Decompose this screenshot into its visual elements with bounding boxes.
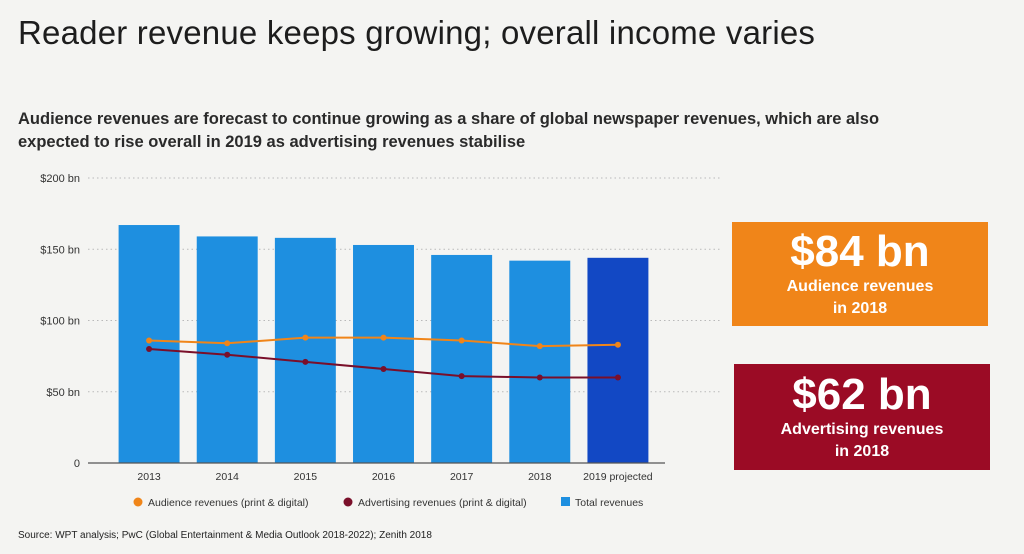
x-tick-label: 2014 — [216, 471, 240, 483]
audience-revenue-point — [536, 343, 543, 350]
legend-advertising-marker — [343, 497, 353, 507]
y-tick-label: $200 bn — [40, 173, 80, 185]
audience-revenue-point — [224, 340, 231, 347]
advertising-revenue-point — [302, 358, 309, 365]
advertising-revenue-point — [536, 374, 543, 381]
total-revenue-bar — [196, 236, 258, 463]
legend-audience-label: Audience revenues (print & digital) — [148, 497, 309, 509]
x-tick-label: 2015 — [294, 471, 318, 483]
audience-callout-label: Audience revenues — [786, 278, 934, 295]
audience-callout-value: $84 bn — [790, 227, 930, 276]
slide-subtitle: Audience revenues are forecast to contin… — [18, 108, 1018, 154]
audience-revenue-point — [302, 334, 309, 341]
total-revenue-bar — [587, 257, 649, 463]
advertising-revenue-point — [614, 374, 621, 381]
audience-revenue-point — [614, 341, 621, 348]
subtitle-line-2: expected to rise overall in 2019 as adve… — [18, 133, 526, 151]
x-tick-label: 2017 — [450, 471, 474, 483]
total-revenue-bar — [274, 237, 336, 463]
x-tick-label: 2019 projected — [583, 471, 653, 483]
advertising-revenue-point — [146, 346, 153, 352]
y-tick-label: 0 — [74, 458, 80, 470]
x-tick-label: 2018 — [528, 471, 552, 483]
advertising-revenue-point — [380, 365, 387, 372]
advertising-callout-label: Advertising revenues — [780, 421, 944, 438]
audience-revenue-callout: $84 bn Audience revenues in 2018 — [732, 222, 988, 326]
audience-revenue-point — [146, 337, 153, 344]
advertising-callout-value: $62 bn — [792, 370, 932, 419]
audience-revenue-point — [458, 337, 465, 344]
total-revenue-bar — [509, 260, 571, 463]
subtitle-line-1: Audience revenues are forecast to contin… — [18, 110, 880, 128]
advertising-callout-year: in 2018 — [834, 443, 890, 460]
y-tick-label: $150 bn — [40, 244, 80, 256]
total-revenue-bar — [118, 225, 180, 463]
revenue-chart: $200 bn $150 bn $100 bn $50 bn 0 2013 2014 2015… — [40, 173, 720, 509]
y-tick-label: $50 bn — [46, 387, 80, 399]
advertising-revenue-point — [224, 351, 231, 358]
audience-callout-year: in 2018 — [832, 300, 888, 317]
advertising-revenue-callout: $62 bn Advertising revenues in 2018 — [734, 364, 990, 470]
total-revenue-bar — [353, 244, 414, 463]
advertising-revenue-point — [458, 373, 465, 380]
slide-title: Reader revenue keeps growing; overall in… — [18, 14, 816, 51]
x-tick-label: 2013 — [137, 471, 161, 483]
source-note: Source: WPT analysis; PwC (Global Entert… — [18, 530, 432, 541]
legend-advertising-label: Advertising revenues (print & digital) — [358, 497, 527, 509]
total-revenue-bar — [431, 254, 493, 463]
x-tick-label: 2016 — [372, 471, 396, 483]
legend-total-marker — [561, 497, 570, 506]
legend-total-label: Total revenues — [575, 497, 643, 509]
legend-audience-marker — [133, 497, 143, 507]
audience-revenue-point — [380, 334, 387, 341]
y-tick-label: $100 bn — [40, 316, 80, 328]
